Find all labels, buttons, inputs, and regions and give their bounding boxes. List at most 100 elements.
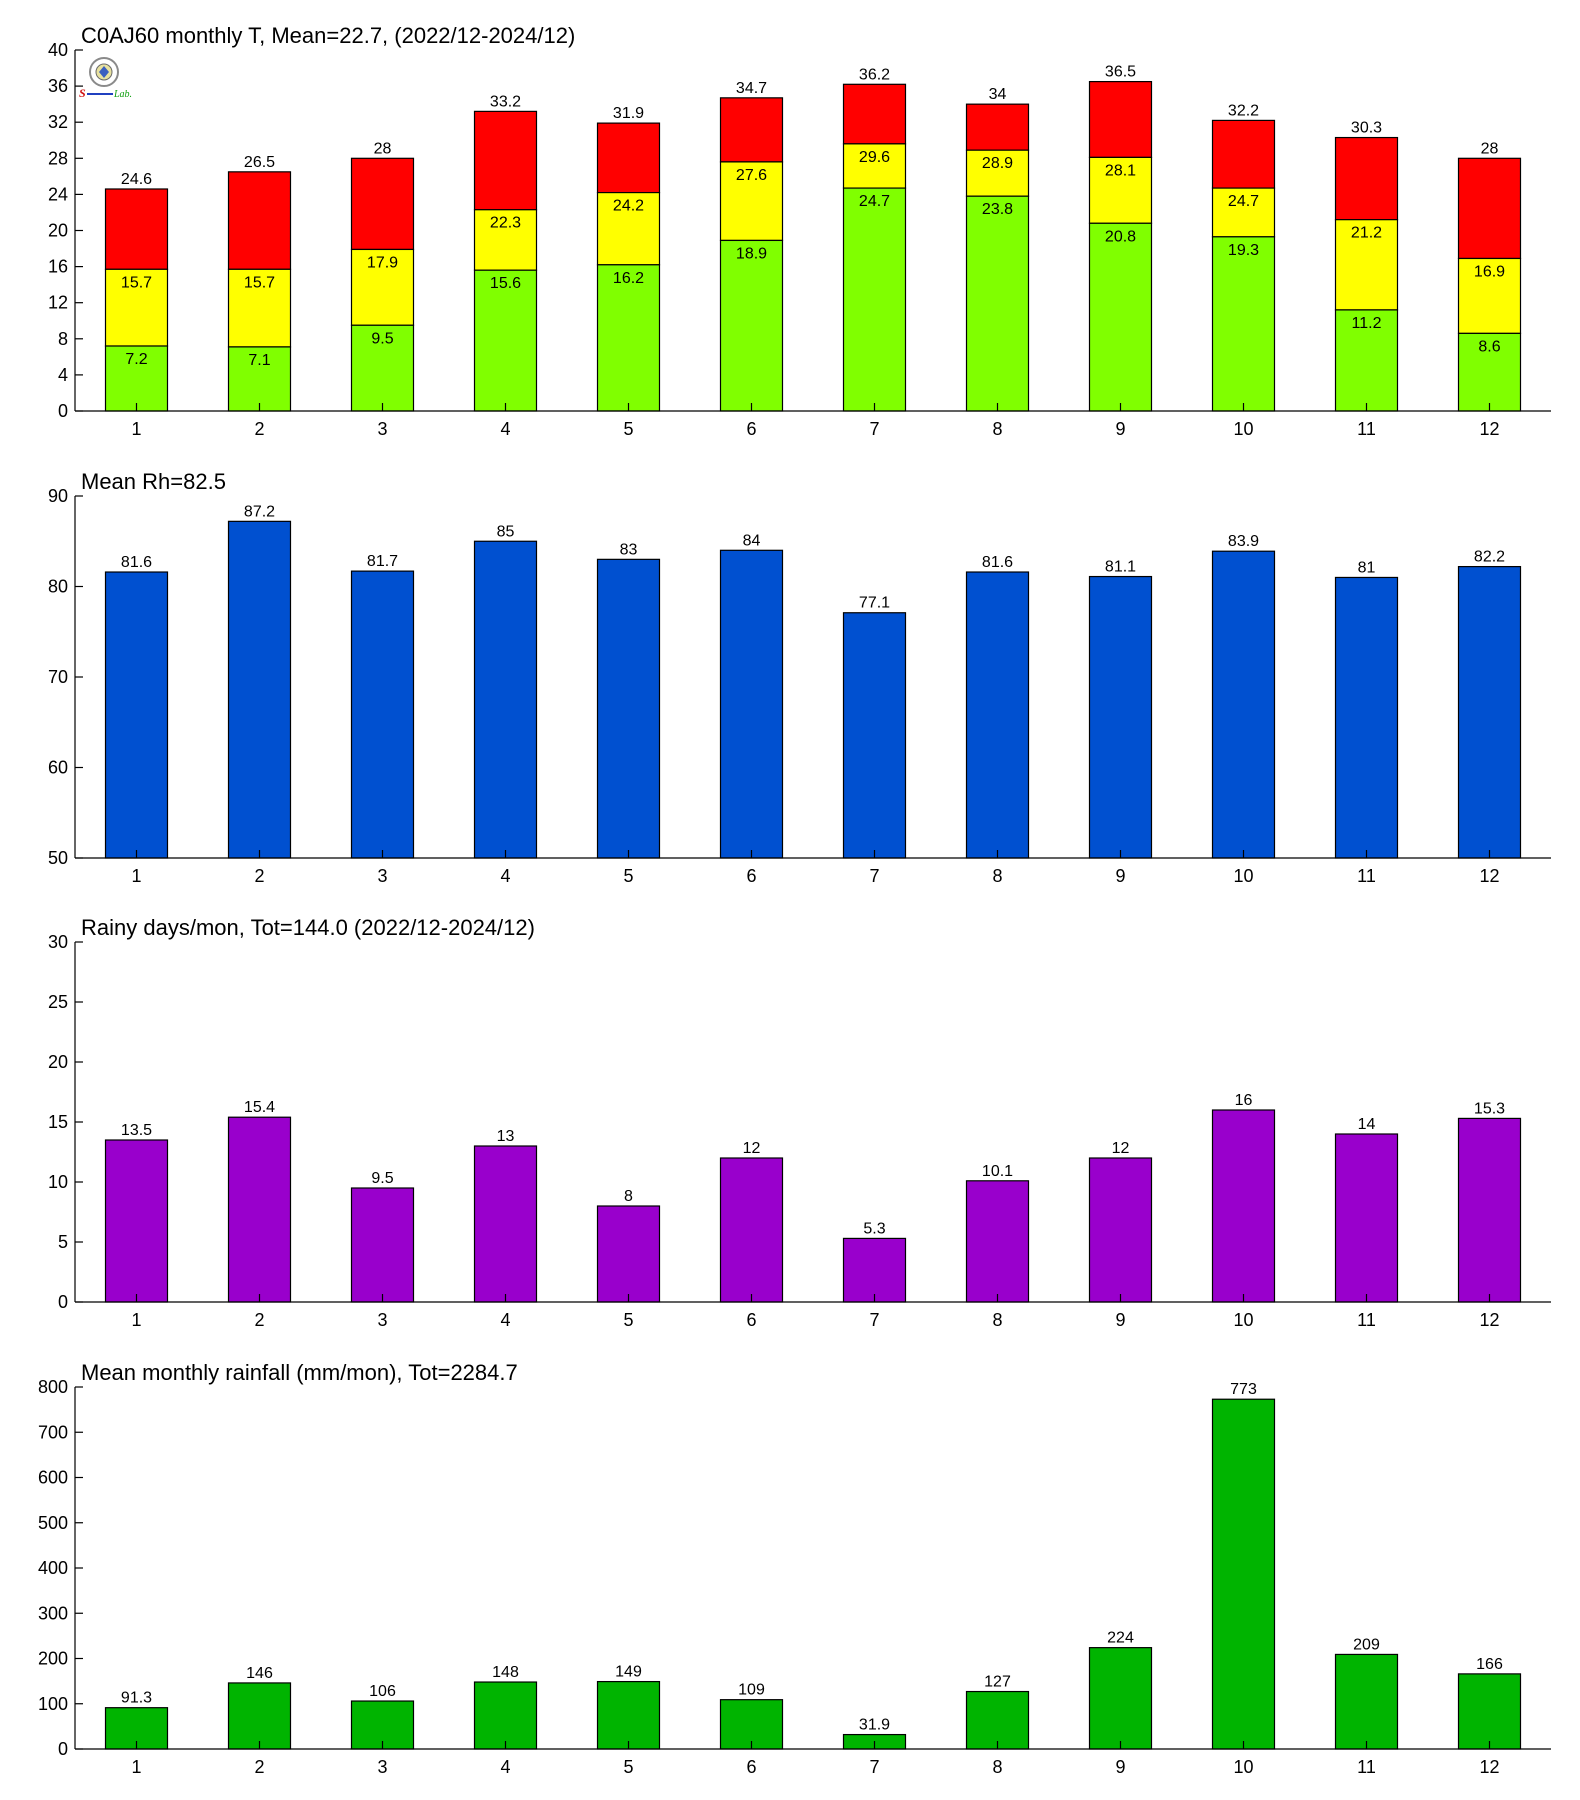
data-label-layer-2-month-11: 21.2 xyxy=(1351,225,1382,242)
bar-segment-2-month-5 xyxy=(596,191,661,266)
data-label-layer-1-month-9: 20.8 xyxy=(1105,228,1136,245)
bar-segment-1-month-4 xyxy=(473,269,538,412)
bar-month-10 xyxy=(1211,1398,1276,1750)
data-label-month-7: 5.3 xyxy=(863,1220,885,1237)
bar-segment-2-month-11 xyxy=(1334,219,1399,311)
y-tick-label: 24 xyxy=(48,184,68,204)
bar-month-4 xyxy=(473,1145,538,1303)
data-label-layer-1-month-6: 18.9 xyxy=(736,245,767,262)
data-label-month-12: 15.3 xyxy=(1474,1100,1505,1117)
data-label-layer-1-month-4: 15.6 xyxy=(490,275,521,292)
x-tick-label-8: 8 xyxy=(992,1757,1002,1777)
y-tick-label: 700 xyxy=(38,1422,68,1442)
bar-month-4 xyxy=(473,540,538,859)
x-tick-label-3: 3 xyxy=(377,1757,387,1777)
x-tick-label-11: 11 xyxy=(1357,866,1376,886)
data-label-layer-2-month-12: 16.9 xyxy=(1474,263,1505,280)
bar-segment-3-month-12 xyxy=(1457,157,1522,260)
data-label-layer-1-month-7: 24.7 xyxy=(859,193,890,210)
x-ticks: 1 2 3 4 5 6 7 8 9 10 11 12 xyxy=(131,850,1500,886)
bar-month-4 xyxy=(473,1681,538,1750)
y-tick-label: 8 xyxy=(58,329,68,349)
bar-segment-1-month-10 xyxy=(1211,236,1276,412)
x-tick-label-8: 8 xyxy=(992,866,1002,886)
x-tick-label-2: 2 xyxy=(254,1310,264,1330)
x-tick-label-1: 1 xyxy=(131,1310,141,1330)
bar-segment-2-month-8 xyxy=(965,149,1030,197)
y-tick-label: 30 xyxy=(48,932,68,952)
x-tick-label-1: 1 xyxy=(131,1757,141,1777)
bar-month-10 xyxy=(1211,1109,1276,1303)
bar-segment-2-month-9 xyxy=(1088,156,1153,224)
bars xyxy=(104,80,1522,412)
data-label-month-3: 81.7 xyxy=(367,553,398,570)
data-label-month-9: 12 xyxy=(1112,1140,1130,1157)
bar-segment-2-month-1 xyxy=(104,268,169,347)
x-ticks: 1 2 3 4 5 6 7 8 9 10 11 12 xyxy=(131,1294,1500,1330)
y-tick-label: 20 xyxy=(48,221,68,241)
bar-segment-1-month-6 xyxy=(719,239,784,412)
x-tick-label-12: 12 xyxy=(1479,1310,1499,1330)
y-ticks: 0 4 8 12 16 20 24 28 32 36 40 xyxy=(48,40,83,421)
bar-month-12 xyxy=(1457,1673,1522,1750)
data-label-month-8: 127 xyxy=(984,1674,1011,1691)
data-label-layer-2-month-10: 24.7 xyxy=(1228,193,1259,210)
y-tick-label: 16 xyxy=(48,257,68,277)
bar-month-8 xyxy=(965,571,1030,859)
x-tick-label-11: 11 xyxy=(1357,1757,1376,1777)
x-tick-label-12: 12 xyxy=(1479,1757,1499,1777)
y-ticks: 50 60 70 80 90 xyxy=(48,486,83,868)
y-tick-label: 28 xyxy=(48,148,68,168)
y-tick-label: 10 xyxy=(48,1172,68,1192)
y-tick-label: 200 xyxy=(38,1649,68,1669)
bar-segment-1-month-12 xyxy=(1457,332,1522,412)
data-label-month-10: 773 xyxy=(1230,1381,1257,1398)
bar-month-1 xyxy=(104,1139,169,1303)
data-label-layer-2-month-1: 15.7 xyxy=(121,274,152,291)
data-label-month-5: 149 xyxy=(615,1664,642,1681)
data-label-layer-1-month-2: 7.1 xyxy=(248,352,270,369)
bar-segment-2-month-7 xyxy=(842,143,907,189)
data-label-month-2: 15.4 xyxy=(244,1099,275,1116)
data-label-layer-1-month-12: 8.6 xyxy=(1478,338,1500,355)
data-label-month-10: 83.9 xyxy=(1228,533,1259,550)
data-label-month-6: 12 xyxy=(743,1140,761,1157)
bar-month-8 xyxy=(965,1180,1030,1303)
data-label-layer-1-month-11: 11.2 xyxy=(1352,315,1382,332)
bar-segment-3-month-3 xyxy=(350,157,415,251)
x-tick-label-10: 10 xyxy=(1233,419,1253,439)
bar-segment-2-month-2 xyxy=(227,268,292,348)
y-tick-label: 5 xyxy=(58,1232,68,1252)
data-label-layer-2-month-6: 27.6 xyxy=(736,167,767,184)
data-label-month-4: 13 xyxy=(497,1128,515,1145)
data-label-layer-3-month-10: 32.2 xyxy=(1228,102,1259,119)
data-labels: 13.5 15.4 9.5 13 8 12 5.3 10.1 12 16 14 15.3 xyxy=(121,1092,1505,1237)
y-tick-label: 500 xyxy=(38,1513,68,1533)
bar-segment-1-month-5 xyxy=(596,264,661,412)
logo-emblem-icon xyxy=(99,66,109,78)
bar-segment-3-month-11 xyxy=(1334,136,1399,221)
x-tick-label-11: 11 xyxy=(1357,419,1376,439)
data-label-month-6: 84 xyxy=(743,532,761,549)
y-tick-label: 600 xyxy=(38,1468,68,1488)
chart-title: C0AJ60 monthly T, Mean=22.7, (2022/12-20… xyxy=(81,23,575,48)
chart-title: Rainy days/mon, Tot=144.0 (2022/12-2024/… xyxy=(81,915,535,940)
x-tick-label-3: 3 xyxy=(377,1310,387,1330)
bar-segment-3-month-6 xyxy=(719,97,784,163)
bar-segment-2-month-4 xyxy=(473,209,538,271)
y-ticks: 0 5 10 15 20 25 30 xyxy=(48,932,83,1312)
bar-segment-2-month-6 xyxy=(719,161,784,242)
data-label-month-7: 31.9 xyxy=(859,1717,890,1734)
x-tick-label-1: 1 xyxy=(131,866,141,886)
x-tick-label-4: 4 xyxy=(500,866,510,886)
bar-month-5 xyxy=(596,1680,661,1750)
x-tick-label-7: 7 xyxy=(869,1310,879,1330)
data-label-month-3: 106 xyxy=(369,1683,396,1700)
x-tick-label-6: 6 xyxy=(746,1757,756,1777)
x-tick-label-12: 12 xyxy=(1479,419,1499,439)
bar-segment-3-month-10 xyxy=(1211,119,1276,189)
data-label-layer-3-month-3: 28 xyxy=(374,140,392,157)
data-label-month-9: 224 xyxy=(1107,1630,1134,1647)
chart-title: Mean Rh=82.5 xyxy=(81,469,226,494)
